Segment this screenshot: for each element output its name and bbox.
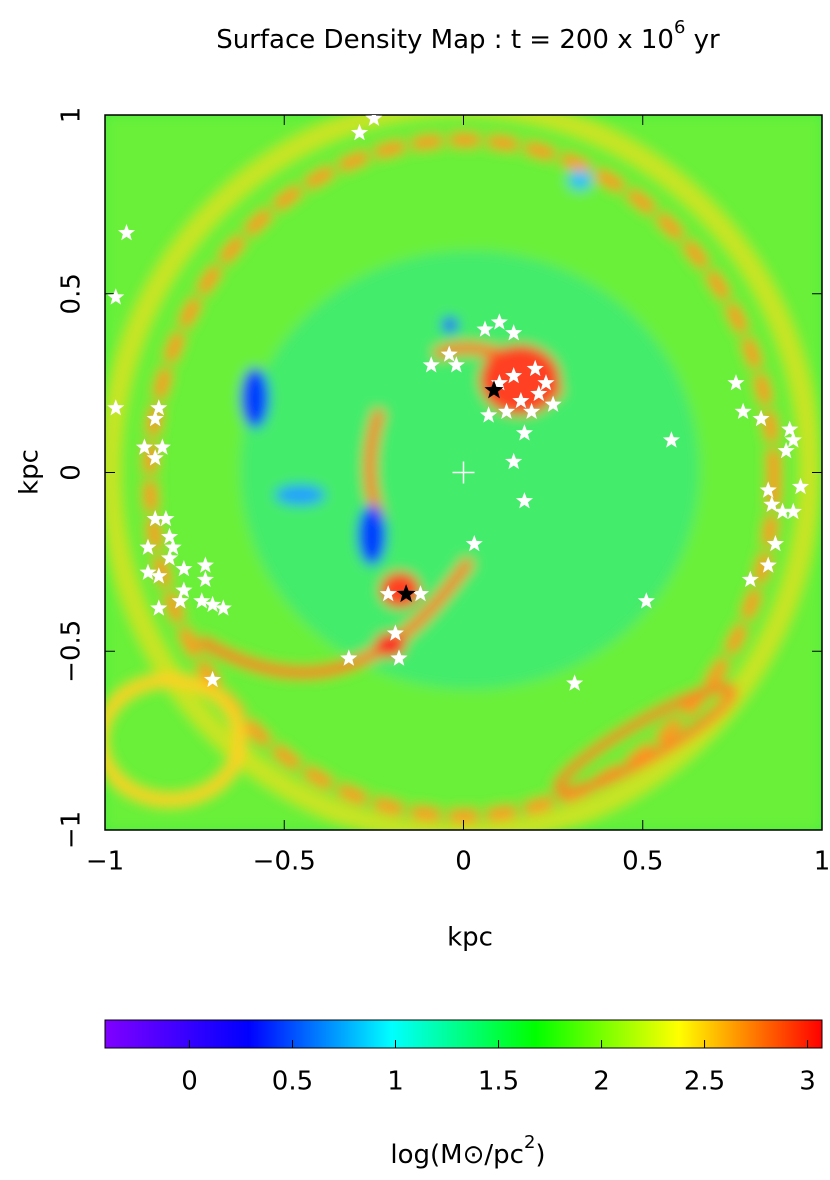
star-marker <box>150 399 168 416</box>
colorbar-tick-label: 1.5 <box>478 1067 519 1097</box>
y-tick-label: 0.5 <box>57 273 87 314</box>
y-tick-label: 1 <box>57 107 87 124</box>
star-marker <box>766 535 784 552</box>
star-marker <box>505 324 523 341</box>
star-marker <box>175 581 193 598</box>
star-marker <box>662 431 680 448</box>
star-marker <box>164 538 182 555</box>
star-marker <box>734 402 752 419</box>
star-marker <box>763 495 781 512</box>
star-marker <box>107 399 125 416</box>
star-marker <box>752 409 770 427</box>
y-tick-label: −0.5 <box>57 620 87 683</box>
star-marker <box>150 567 168 584</box>
colorbar-tick-label: 1 <box>387 1067 404 1097</box>
colorbar-tick-label: 0 <box>181 1067 198 1097</box>
star-marker <box>351 123 369 141</box>
star-marker <box>214 599 232 616</box>
colorbar-label: log(M⊙/pc2) <box>390 1132 545 1170</box>
x-tick-label: 1 <box>814 847 830 877</box>
star-marker <box>480 406 498 423</box>
x-tick-label: 0 <box>455 847 472 877</box>
star-marker <box>196 570 214 587</box>
star-marker <box>390 649 408 666</box>
star-marker <box>784 502 802 520</box>
star-marker <box>379 585 397 602</box>
x-tick-label: −1 <box>86 847 124 877</box>
star-marker <box>512 392 530 409</box>
star-marker <box>204 670 222 688</box>
star-marker <box>566 674 584 691</box>
star-marker <box>422 356 440 373</box>
star-marker <box>530 384 548 402</box>
star-marker <box>161 549 179 566</box>
star-marker <box>153 438 171 455</box>
chart-title: Surface Density Map : t = 200 x 106 yr <box>216 17 720 55</box>
x-tick-label: −0.5 <box>253 847 316 877</box>
star-marker <box>537 374 555 391</box>
star-marker <box>204 595 222 613</box>
star-marker <box>777 442 795 459</box>
star-marker <box>490 313 508 330</box>
colorbar <box>104 1019 823 1049</box>
star-marker <box>139 538 157 555</box>
star-marker <box>515 492 533 509</box>
colorbar-tick-label: 2.5 <box>684 1067 725 1097</box>
star-marker <box>741 570 759 587</box>
star-marker <box>490 374 508 391</box>
star-marker <box>727 374 745 391</box>
black-star-marker <box>396 584 416 603</box>
star-marker <box>759 556 777 573</box>
markers <box>107 115 809 691</box>
colorbar-tick-label: 2 <box>593 1067 610 1097</box>
star-marker <box>523 402 541 419</box>
star-marker <box>386 624 404 641</box>
star-marker <box>526 359 544 377</box>
black-star-marker <box>484 380 504 399</box>
density-field <box>105 115 822 830</box>
star-marker <box>107 288 125 305</box>
center-cross <box>452 461 475 484</box>
star-marker <box>447 356 465 373</box>
y-tick-label: 0 <box>57 464 87 481</box>
star-marker <box>498 402 516 419</box>
star-marker <box>175 560 193 577</box>
star-marker <box>781 420 799 437</box>
star-marker <box>365 115 383 126</box>
x-axis-label: kpc <box>447 923 493 953</box>
colorbar-tick-label: 3 <box>799 1067 816 1097</box>
star-marker <box>544 395 562 412</box>
star-marker <box>791 477 809 495</box>
star-marker <box>515 424 533 441</box>
star-marker <box>637 592 655 609</box>
star-marker <box>784 431 802 448</box>
star-marker <box>193 592 211 609</box>
colorbar-tick-label: 0.5 <box>272 1067 313 1097</box>
star-marker <box>139 563 157 580</box>
star-marker <box>146 449 164 466</box>
star-marker <box>340 649 358 666</box>
star-marker <box>196 556 214 573</box>
star-marker <box>476 320 494 337</box>
star-marker <box>759 481 777 498</box>
y-tick-label: −1 <box>57 811 87 849</box>
star-marker <box>135 438 153 455</box>
star-marker <box>465 535 483 552</box>
star-marker <box>161 527 179 545</box>
star-marker <box>440 345 458 362</box>
star-marker <box>505 367 523 384</box>
star-marker <box>505 452 523 470</box>
x-tick-label: 0.5 <box>622 847 663 877</box>
star-marker <box>146 510 164 527</box>
star-marker <box>118 224 136 241</box>
star-marker <box>774 502 792 520</box>
star-marker <box>150 599 168 616</box>
star-marker <box>157 510 175 527</box>
star-marker <box>411 585 429 602</box>
star-marker <box>146 409 164 427</box>
star-marker <box>171 592 189 609</box>
y-axis-label: kpc <box>15 449 45 495</box>
